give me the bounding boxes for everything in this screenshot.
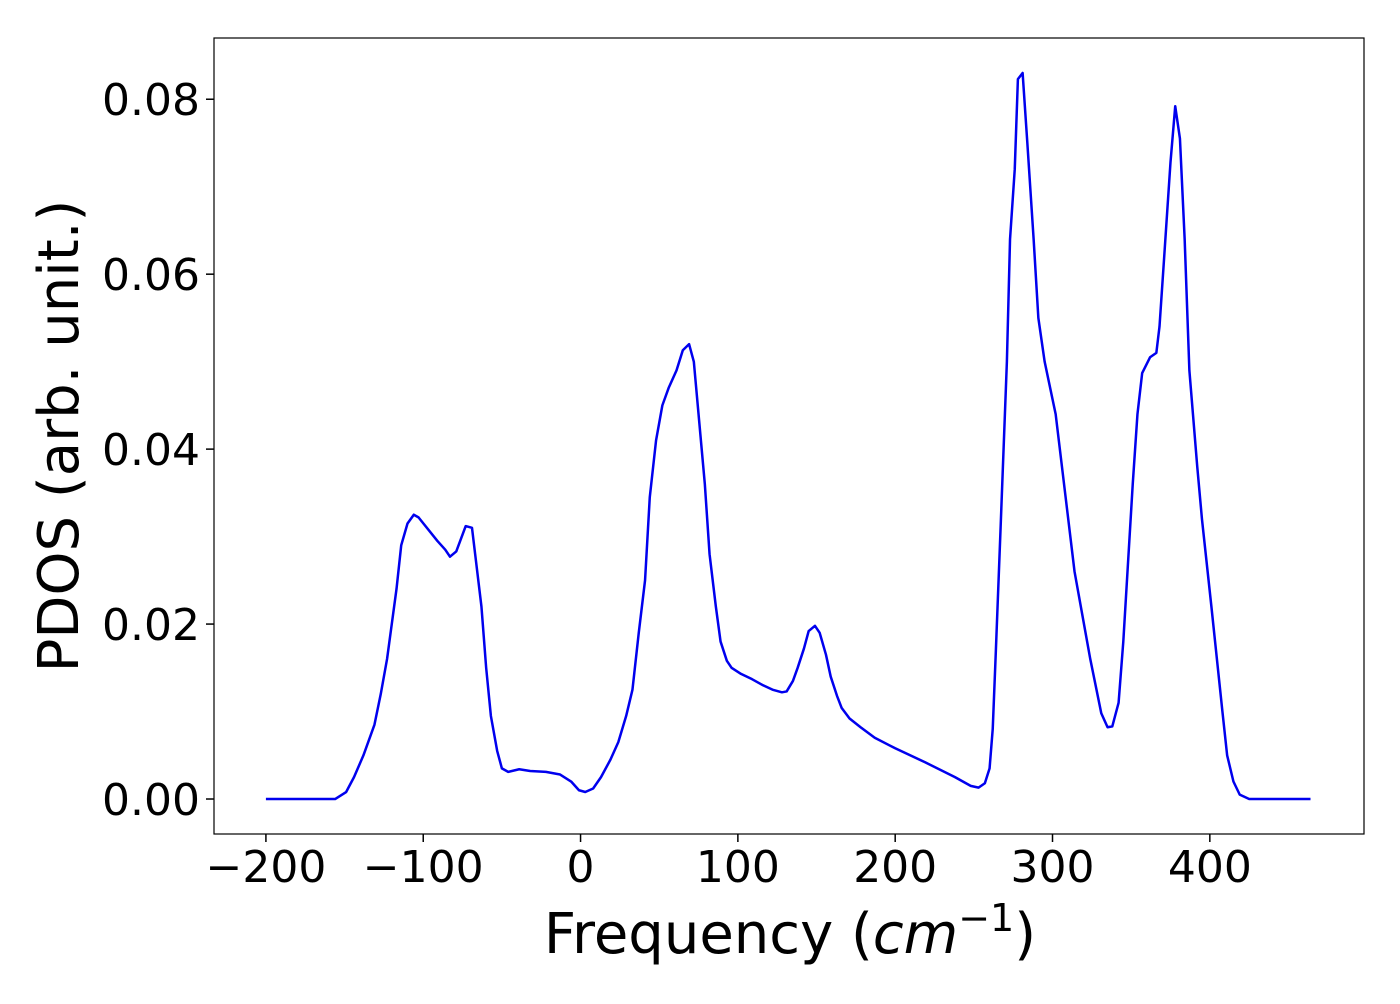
x-label-text: Frequency ( (544, 902, 873, 967)
x-axis-label: Frequency (cm−1) (544, 896, 1036, 967)
x-tick-label: 400 (1168, 842, 1252, 893)
data-line (265, 71, 1311, 801)
x-label-exponent: −1 (958, 896, 1014, 940)
x-tick-label: 200 (853, 842, 937, 893)
x-label-close: ) (1014, 902, 1036, 967)
y-tick-label: 0.08 (102, 75, 200, 126)
y-tick-label: 0.06 (102, 250, 200, 301)
x-label-unit: cm (873, 902, 958, 967)
x-tick-label: 300 (1011, 842, 1095, 893)
y-axis-label: PDOS (arb. unit.) (27, 200, 92, 673)
y-tick-label: 0.00 (102, 775, 200, 826)
y-tick-label: 0.02 (102, 600, 200, 651)
x-tick-label: −100 (363, 842, 484, 893)
plot-frame (213, 37, 1365, 835)
y-tick-label: 0.04 (102, 425, 200, 476)
x-tick-label: 100 (696, 842, 780, 893)
x-tick-label: 0 (567, 842, 595, 893)
x-tick-label: −200 (205, 842, 326, 893)
